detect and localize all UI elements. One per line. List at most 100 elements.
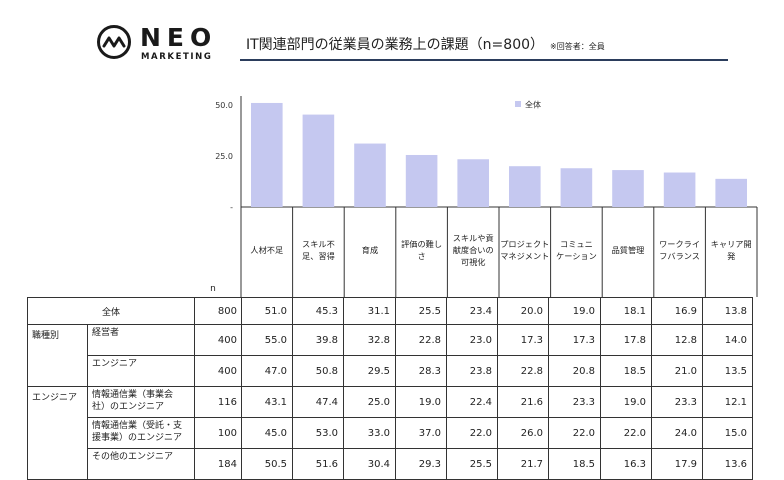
table-cell-value: 25.5: [395, 297, 447, 325]
category-label-3: 育成: [362, 245, 378, 255]
table-cell-value: 22.0: [548, 417, 601, 449]
table-cell-value: 19.0: [395, 386, 447, 418]
table-cell-value: 32.8: [343, 324, 396, 356]
neo-marketing-logo: NEO MARKETING: [96, 23, 226, 64]
table-cell-value: 15.0: [702, 417, 753, 449]
table-cell-value: 18.5: [548, 448, 601, 480]
bar-6: [509, 166, 541, 207]
table-row: 職種別 経営者 400 55.0 39.8 32.8 22.8 23.0 17.3 17.3 17.…: [27, 324, 753, 387]
table-cell-value: 20.0: [497, 297, 549, 325]
table-cell-value: 21.6: [497, 386, 549, 418]
bar-series: [251, 102, 747, 207]
table-cell-value: 20.8: [548, 355, 601, 387]
table-cell-value: 51.6: [292, 448, 344, 480]
table-cell-value: 51.0: [241, 297, 293, 325]
table-cell-value: 25.0: [343, 386, 396, 418]
table-cell-value: 22.8: [497, 355, 549, 387]
data-table: 全体 800 51.0 45.3 31.1 25.5 23.4 20.0 19.0 18.1 16.…: [27, 297, 753, 480]
category-label-6: プロジェクトマネジメント: [500, 239, 549, 261]
table-cell-value: 28.3: [395, 355, 447, 387]
table-cell-value: 31.1: [343, 297, 396, 325]
table-cell-value: 13.6: [702, 448, 753, 480]
row-sublabel: その他のエンジニア: [87, 448, 195, 480]
bar-8: [612, 170, 644, 207]
table-cell-value: 53.0: [292, 417, 344, 449]
row-label-total: 全体: [27, 297, 195, 325]
table-cell-value: 23.4: [446, 297, 498, 325]
table-cell-value: 21.7: [497, 448, 549, 480]
table-cell-value: 18.1: [600, 297, 652, 325]
table-cell-value: 21.0: [651, 355, 703, 387]
table-cell-value: 17.3: [497, 324, 549, 356]
chart-legend: 全体: [515, 100, 541, 110]
table-row: 全体 800 51.0 45.3 31.1 25.5 23.4 20.0 19.0 18.1 16.…: [27, 297, 753, 325]
bar-3: [354, 143, 386, 207]
table-cell-value: 23.3: [548, 386, 601, 418]
row-n-value: 116: [194, 386, 242, 418]
logo-subtext: MARKETING: [141, 52, 213, 62]
title-text: IT関連部門の従業員の業務上の課題（n=800）: [246, 37, 545, 53]
title-underline: [240, 59, 728, 61]
table-cell-value: 14.0: [702, 324, 753, 356]
y-tick-label: -: [230, 203, 233, 212]
category-label-1: 人材不足: [250, 245, 283, 255]
row-group-label: 職種別: [27, 324, 88, 387]
table-cell-value: 18.5: [600, 355, 652, 387]
legend-label: 全体: [525, 100, 541, 110]
table-row: エンジニア 400 47.0 50.8 29.5 28.3 23.8 22.8 20.8 18.5…: [28, 355, 753, 387]
table-cell-value: 16.3: [600, 448, 652, 480]
table-cell-value: 23.3: [651, 386, 703, 418]
table-cell-value: 17.8: [600, 324, 652, 356]
row-sublabel: 情報通信業（受託・支 援事業）のエンジニア: [87, 417, 195, 449]
category-labels: 人材不足 スキル不足、習得 育成 評価の難しさスキルや貢献度合いの可視化プロジェクトマ…: [210, 233, 752, 294]
category-label-10: キャリア開発: [711, 239, 752, 261]
row-n-value: 800: [194, 297, 242, 325]
y-tick-label: 25.0: [215, 152, 233, 161]
table-row: その他のエンジニア 184 50.5 51.6 30.4 29.3 25.5 21.7 18.5…: [28, 448, 753, 480]
title-note: ※回答者：全員: [550, 42, 605, 51]
y-axis: 50.0 25.0 -: [215, 96, 242, 212]
table-cell-value: 50.5: [241, 448, 293, 480]
row-n-value: 400: [194, 324, 242, 356]
row-n-value: 400: [194, 355, 242, 387]
table-cell-value: 47.4: [292, 386, 344, 418]
table-cell-value: 23.8: [446, 355, 498, 387]
table-cell-value: 33.0: [343, 417, 396, 449]
legend-swatch: [515, 101, 521, 107]
table-cell-value: 12.1: [702, 386, 753, 418]
table-cell-value: 22.0: [600, 417, 652, 449]
table-cell-value: 37.0: [395, 417, 447, 449]
bar-1: [251, 102, 283, 207]
table-cell-value: 16.9: [651, 297, 703, 325]
table-cell-value: 22.0: [446, 417, 498, 449]
category-label-4: 評価の難しさ: [401, 239, 442, 261]
table-cell-value: 45.3: [292, 297, 344, 325]
category-label-8: 品質管理: [612, 245, 645, 255]
table-cell-value: 30.4: [343, 448, 396, 480]
y-tick-label: 50.0: [215, 101, 233, 110]
category-label-9: ワークライフバランス: [659, 239, 700, 261]
table-cell-value: 19.0: [548, 297, 601, 325]
category-label-5: スキルや貢献度合いの可視化: [453, 233, 494, 267]
table-cell-value: 17.3: [548, 324, 601, 356]
table-cell-value: 55.0: [241, 324, 293, 356]
table-cell-value: 29.3: [395, 448, 447, 480]
logo-wave-icon: [97, 25, 131, 59]
table-cell-value: 47.0: [241, 355, 293, 387]
table-cell-value: 22.8: [395, 324, 447, 356]
row-sublabel: エンジニア: [87, 355, 195, 387]
bar-4: [405, 154, 438, 207]
table-cell-value: 12.8: [651, 324, 703, 356]
row-sublabel: 経営者: [87, 324, 195, 356]
bar-9: [663, 172, 696, 207]
row-n-value: 184: [194, 448, 242, 480]
table-cell-value: 13.5: [702, 355, 753, 387]
bar-5: [457, 159, 489, 207]
page-title: IT関連部門の従業員の業務上の課題（n=800） ※回答者：全員: [246, 34, 605, 54]
table-cell-value: 29.5: [343, 355, 396, 387]
table-cell-value: 23.0: [446, 324, 498, 356]
table-row: 情報通信業（受託・支 援事業）のエンジニア 100 45.0 53.0 33.0 37.0 2…: [28, 417, 753, 449]
table-cell-value: 19.0: [600, 386, 652, 418]
bar-7: [560, 168, 593, 207]
